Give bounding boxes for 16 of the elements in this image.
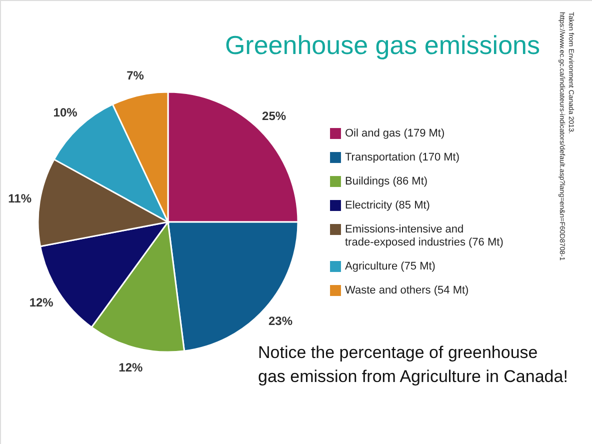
legend-label: Electricity (85 Mt) — [345, 200, 430, 212]
legend-label: Waste and others (54 Mt) — [345, 284, 469, 296]
text: Notice the percentage of greenhouse gas emission from Agriculture in Canada! — [258, 343, 568, 386]
data-label: 10% — [53, 106, 78, 120]
legend-label: Transportation (170 Mt) — [345, 152, 460, 164]
legend-label: Oil and gas (179 Mt) — [345, 128, 445, 140]
data-label: 25% — [262, 108, 286, 123]
data-label: 12% — [29, 295, 54, 310]
legend-label: Buildings (86 Mt) — [345, 176, 428, 188]
chart-title: Greenhouse gas emissions — [224, 30, 540, 60]
legend-label: Agriculture (75 Mt) — [345, 260, 436, 272]
data-label: 23% — [268, 314, 293, 328]
data-label: 12% — [118, 360, 144, 374]
legend-label: Emissions-intensive and trade-exposed industries (76 Mt) — [345, 224, 504, 248]
data-label: 7% — [126, 68, 144, 83]
data-label: 11% — [8, 192, 32, 206]
